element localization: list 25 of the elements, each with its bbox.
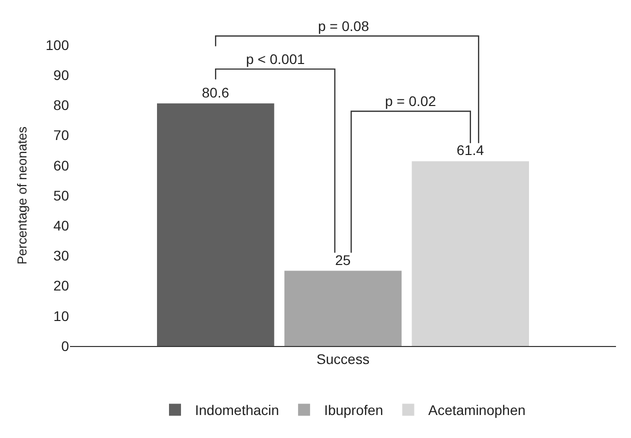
data-label: 61.4	[456, 142, 484, 158]
legend-label: Acetaminophen	[428, 402, 526, 418]
annotation: p < 0.001	[246, 51, 305, 67]
y-tick-label: 50	[53, 187, 70, 204]
y-tick-label: 60	[53, 157, 70, 174]
legend-label: Indomethacin	[195, 402, 280, 418]
x-tick-label: Success	[316, 350, 370, 367]
legend-label: Ibuprofen	[324, 402, 384, 418]
y-tick-label: 90	[53, 67, 70, 83]
bar	[284, 270, 402, 346]
y-tick-label: 10	[53, 308, 70, 324]
annotation: p = 0.02	[385, 93, 436, 109]
data-label: 80.6	[202, 84, 230, 100]
y-tick-label: 20	[53, 278, 70, 294]
y-tick-label: 100	[46, 36, 70, 53]
y-tick-label: 30	[53, 248, 70, 264]
y-axis-title: Percentage of neonates	[14, 126, 30, 265]
y-tick-label: 80	[53, 97, 70, 114]
bar	[157, 103, 274, 346]
y-tick-label: 0	[61, 338, 70, 354]
y-tick-label: 70	[53, 127, 70, 144]
y-tick-label: 40	[53, 218, 70, 234]
bar	[412, 161, 529, 346]
data-label: 25	[335, 252, 351, 268]
text: p = 0.08	[318, 18, 370, 34]
